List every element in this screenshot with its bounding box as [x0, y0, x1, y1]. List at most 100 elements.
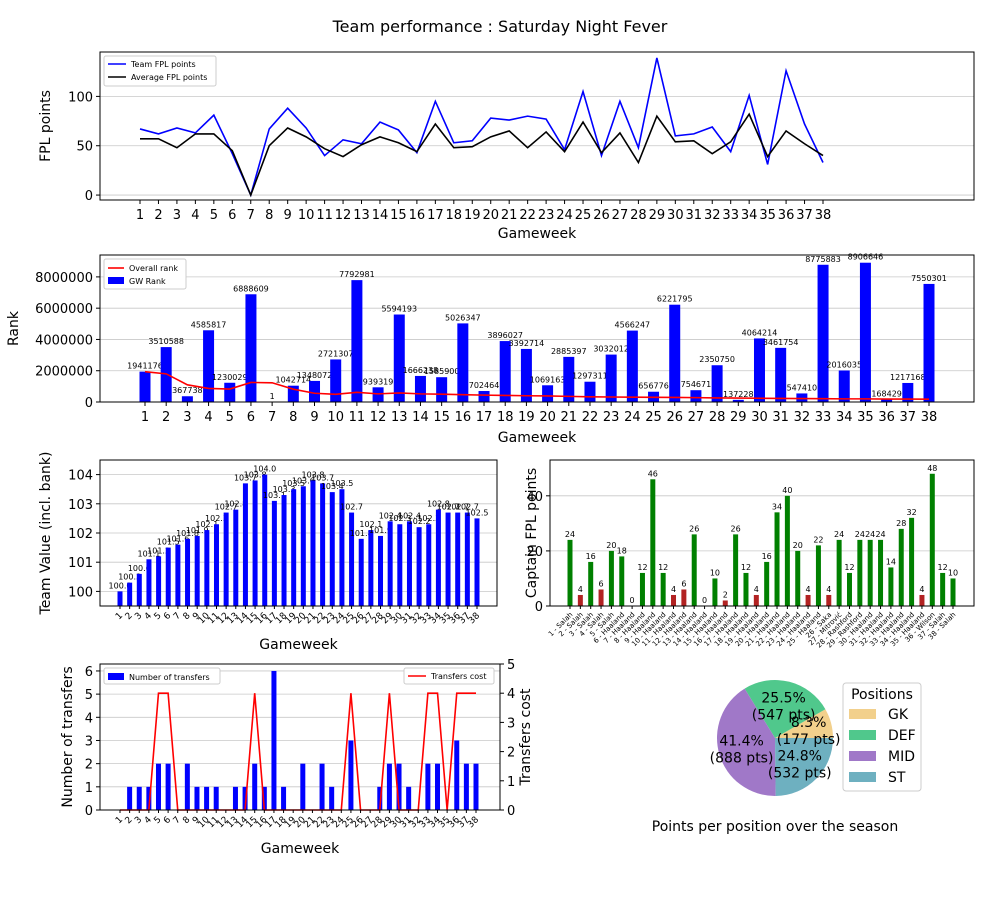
captain-bar — [940, 572, 946, 606]
x-tick-label: 36 — [778, 208, 795, 223]
x-tick-label: 24 — [624, 410, 641, 425]
y-tick-label: 101 — [68, 556, 93, 571]
legend-label: Number of transfers — [129, 673, 210, 682]
x-tick-label: 38 — [466, 815, 481, 830]
value-bar — [406, 521, 412, 606]
transfers-bar — [165, 763, 171, 810]
value-bar — [320, 483, 326, 606]
captain-bar — [671, 594, 677, 606]
y-tick-label: 0 — [535, 600, 543, 615]
captain-bar — [815, 545, 821, 606]
pie-points-label: (532 pts) — [768, 765, 832, 781]
captain-bar-label: 24 — [855, 530, 865, 539]
y-tick-label: 104 — [68, 469, 93, 484]
transfers-bar — [348, 740, 354, 810]
transfers-bar — [136, 786, 142, 810]
y-axis-label: Team Value (incl. bank) — [38, 452, 54, 616]
y-tick-label: 2000000 — [35, 365, 93, 380]
plot-frame — [99, 663, 501, 811]
captain-bar-label: 12 — [741, 563, 751, 572]
value-bar-label: 103.3 — [273, 485, 296, 494]
captain-bar-label: 10 — [710, 568, 720, 577]
x-tick-label: 15 — [433, 410, 450, 425]
captain-bar-label: 12 — [938, 563, 948, 572]
y-tick-label: 6000000 — [35, 302, 93, 317]
value-bar — [329, 492, 335, 606]
x-tick-label: 16 — [455, 410, 472, 425]
rank-bar — [287, 385, 299, 402]
value-bar-label: 102.7 — [340, 503, 363, 512]
x-tick-label: 9 — [191, 815, 202, 826]
value-bar-label: 102.4 — [398, 511, 421, 520]
legend-label: Team FPL points — [130, 60, 196, 69]
captain-bar-label: 22 — [813, 535, 823, 544]
rank-bar — [139, 371, 151, 402]
transfers-bar — [454, 740, 460, 810]
rank-bar-label: 547410 — [787, 383, 818, 392]
transfers-bar — [146, 786, 152, 810]
x-axis-label: Gameweek — [261, 841, 340, 857]
pie-percent-label: 24.8% — [778, 748, 822, 764]
pie-points-label: (177 pts) — [777, 732, 841, 748]
x-tick-label: 30 — [751, 410, 768, 425]
rank-bar — [520, 348, 532, 402]
captain-bar — [898, 528, 904, 606]
captain-bar — [836, 539, 842, 606]
legend-label: GK — [888, 707, 909, 723]
rank-bar-label: 702464 — [469, 381, 500, 390]
value-bar — [165, 547, 171, 606]
value-bar-label: 103.1 — [263, 491, 286, 500]
legend-box — [103, 258, 187, 290]
pie-points-label: (547 pts) — [752, 707, 816, 723]
transfers-bar — [377, 786, 383, 810]
x-tick-label: 3 — [133, 611, 144, 622]
value-bar-label: 100.0 — [109, 581, 132, 590]
value-bar — [194, 535, 200, 606]
rank-bar-label: 4585817 — [191, 320, 227, 329]
x-tick-label: 24 — [556, 208, 573, 223]
x-tick-label: 13 — [353, 208, 370, 223]
x-axis-label: Gameweek — [259, 637, 338, 653]
rank-bar-label: 2350750 — [699, 355, 735, 364]
x-tick-label: 38 — [467, 611, 482, 626]
captain-bar-label: 24 — [565, 530, 575, 539]
y-tick-label: 3 — [85, 734, 93, 749]
x-tick-label: 35 — [857, 410, 874, 425]
captain-bar — [795, 550, 801, 606]
rank-bar — [902, 382, 914, 402]
rank-chart: 0200000040000006000000800000019411763510… — [6, 253, 975, 446]
captain-bar-label: 26 — [731, 524, 741, 533]
rank-bar-label: 1069163 — [530, 375, 566, 384]
value-bar — [368, 530, 374, 606]
value-bar — [271, 500, 277, 606]
rank-bar-label: 5594193 — [381, 305, 417, 314]
y-tick-label: 100 — [68, 90, 93, 105]
value-bar-label: 103.7 — [234, 473, 257, 482]
transfers-bar — [213, 786, 219, 810]
captain-bar — [567, 539, 573, 606]
y-tick-label: 8000000 — [35, 271, 93, 286]
x-axis-label: Gameweek — [498, 226, 577, 242]
captain-bar — [867, 539, 873, 606]
rank-bar-label: 1 — [270, 392, 275, 401]
rank-bar-label: 939319 — [363, 377, 394, 386]
captain-bar-label: 48 — [927, 464, 937, 473]
figure-title: Team performance : Saturday Night Fever — [332, 17, 668, 36]
legend-label: Transfers cost — [430, 672, 486, 681]
transfers-bar — [396, 763, 402, 810]
value-bar — [175, 544, 181, 606]
pie-slice-gk — [775, 709, 833, 738]
transfers-bar — [406, 786, 412, 810]
x-tick-label: 13 — [391, 410, 408, 425]
value-bar — [445, 512, 451, 606]
x-tick-label: 1 — [114, 815, 125, 826]
captain-bar — [764, 561, 770, 606]
captain-bar — [919, 594, 925, 606]
value-bar — [310, 480, 316, 606]
rank-bar — [203, 330, 215, 402]
x-tick-label: 14 — [372, 208, 389, 223]
x-tick-label: 5 — [210, 208, 218, 223]
rank-bar — [245, 294, 257, 402]
